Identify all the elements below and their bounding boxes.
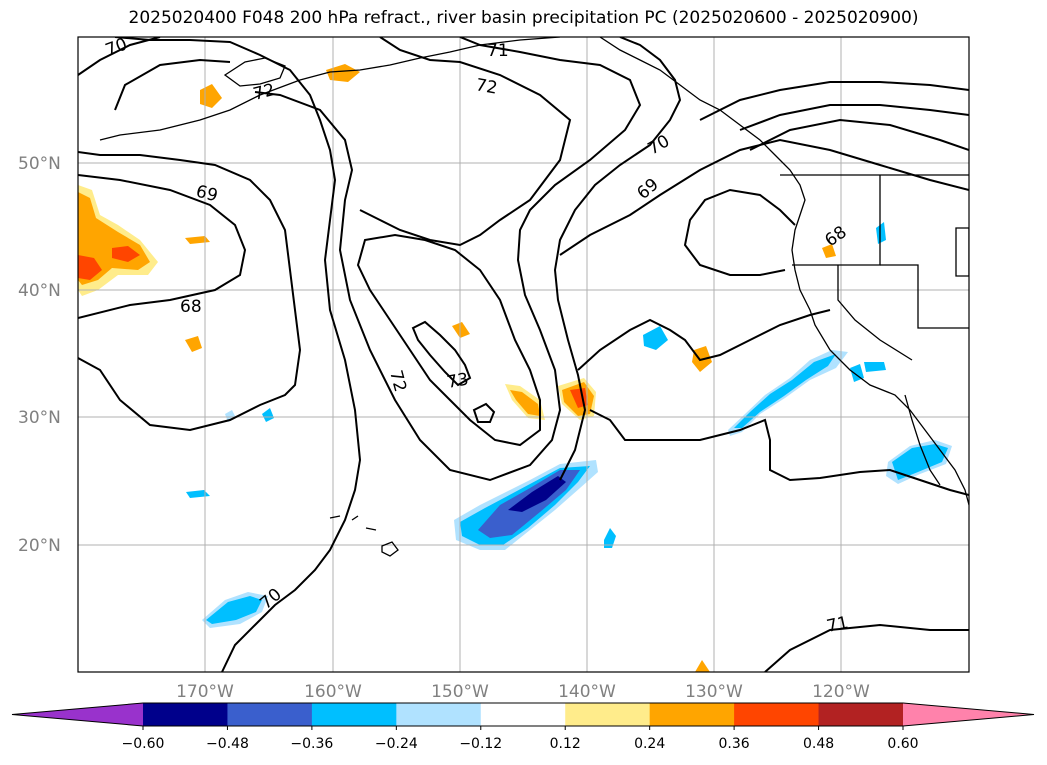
lon-label: 170°W xyxy=(176,682,234,702)
latitude-labels: 50°N 40°N 30°N 20°N xyxy=(18,154,61,556)
lon-label: 160°W xyxy=(304,682,362,702)
contour-label: 73 xyxy=(445,369,470,392)
contour-label: 70 xyxy=(103,35,130,61)
colorbar-swatch xyxy=(565,703,651,726)
colorbar-swatch xyxy=(818,703,904,726)
contour-label: 71 xyxy=(825,613,850,637)
colorbar-swatch xyxy=(649,703,735,726)
contour-label: 68 xyxy=(180,297,202,317)
colorbar-swatch xyxy=(311,703,397,726)
colorbar-tick-label: −0.48 xyxy=(206,736,249,752)
colorbar-swatch xyxy=(903,703,1034,726)
colorbar-tick-label: 0.12 xyxy=(550,736,581,752)
hawaii-islands xyxy=(329,515,399,557)
colorbar-tick-label: 0.60 xyxy=(887,736,918,752)
colorbar-swatch xyxy=(480,703,566,726)
colorbar-swatch xyxy=(143,703,228,726)
lon-label: 130°W xyxy=(685,682,743,702)
colorbar-tick-label: 0.36 xyxy=(719,736,750,752)
colorbar-swatch xyxy=(396,703,482,726)
colorbar-swatch xyxy=(12,703,143,726)
colorbar-tick-label: 0.24 xyxy=(634,736,665,752)
map-gridlines xyxy=(78,37,969,672)
colorbar-tick-label: −0.12 xyxy=(459,736,502,752)
lat-label: 50°N xyxy=(18,154,61,174)
coastlines xyxy=(99,37,969,506)
contour-label: 72 xyxy=(474,75,499,98)
lat-label: 40°N xyxy=(18,281,61,301)
colorbar-tick-label: −0.36 xyxy=(290,736,333,752)
map-frame xyxy=(77,36,970,673)
colorbar-swatch xyxy=(227,703,313,726)
colorbar-tick-label: −0.24 xyxy=(375,736,418,752)
colorbar-tick-label: −0.60 xyxy=(122,736,165,752)
map-title: 2025020400 F048 200 hPa refract., river … xyxy=(128,8,919,28)
colorbar-swatch xyxy=(734,703,820,726)
lon-label: 120°W xyxy=(812,682,870,702)
refractivity-contours xyxy=(78,37,969,672)
contour-label: 71 xyxy=(487,41,509,61)
lat-label: 20°N xyxy=(18,536,61,556)
map-background xyxy=(78,37,969,672)
colorbar-tick-label: 0.48 xyxy=(803,736,834,752)
lon-label: 150°W xyxy=(431,682,489,702)
precip-shading xyxy=(78,64,952,672)
lat-label: 30°N xyxy=(18,408,61,428)
colorbar: −0.60 −0.48 −0.36 −0.24 −0.12 0.12 0.24 0.36 0.4… xyxy=(11,702,1035,752)
longitude-labels: 170°W 160°W 150°W 140°W 130°W 120°W xyxy=(176,682,870,702)
lon-label: 140°W xyxy=(558,682,616,702)
